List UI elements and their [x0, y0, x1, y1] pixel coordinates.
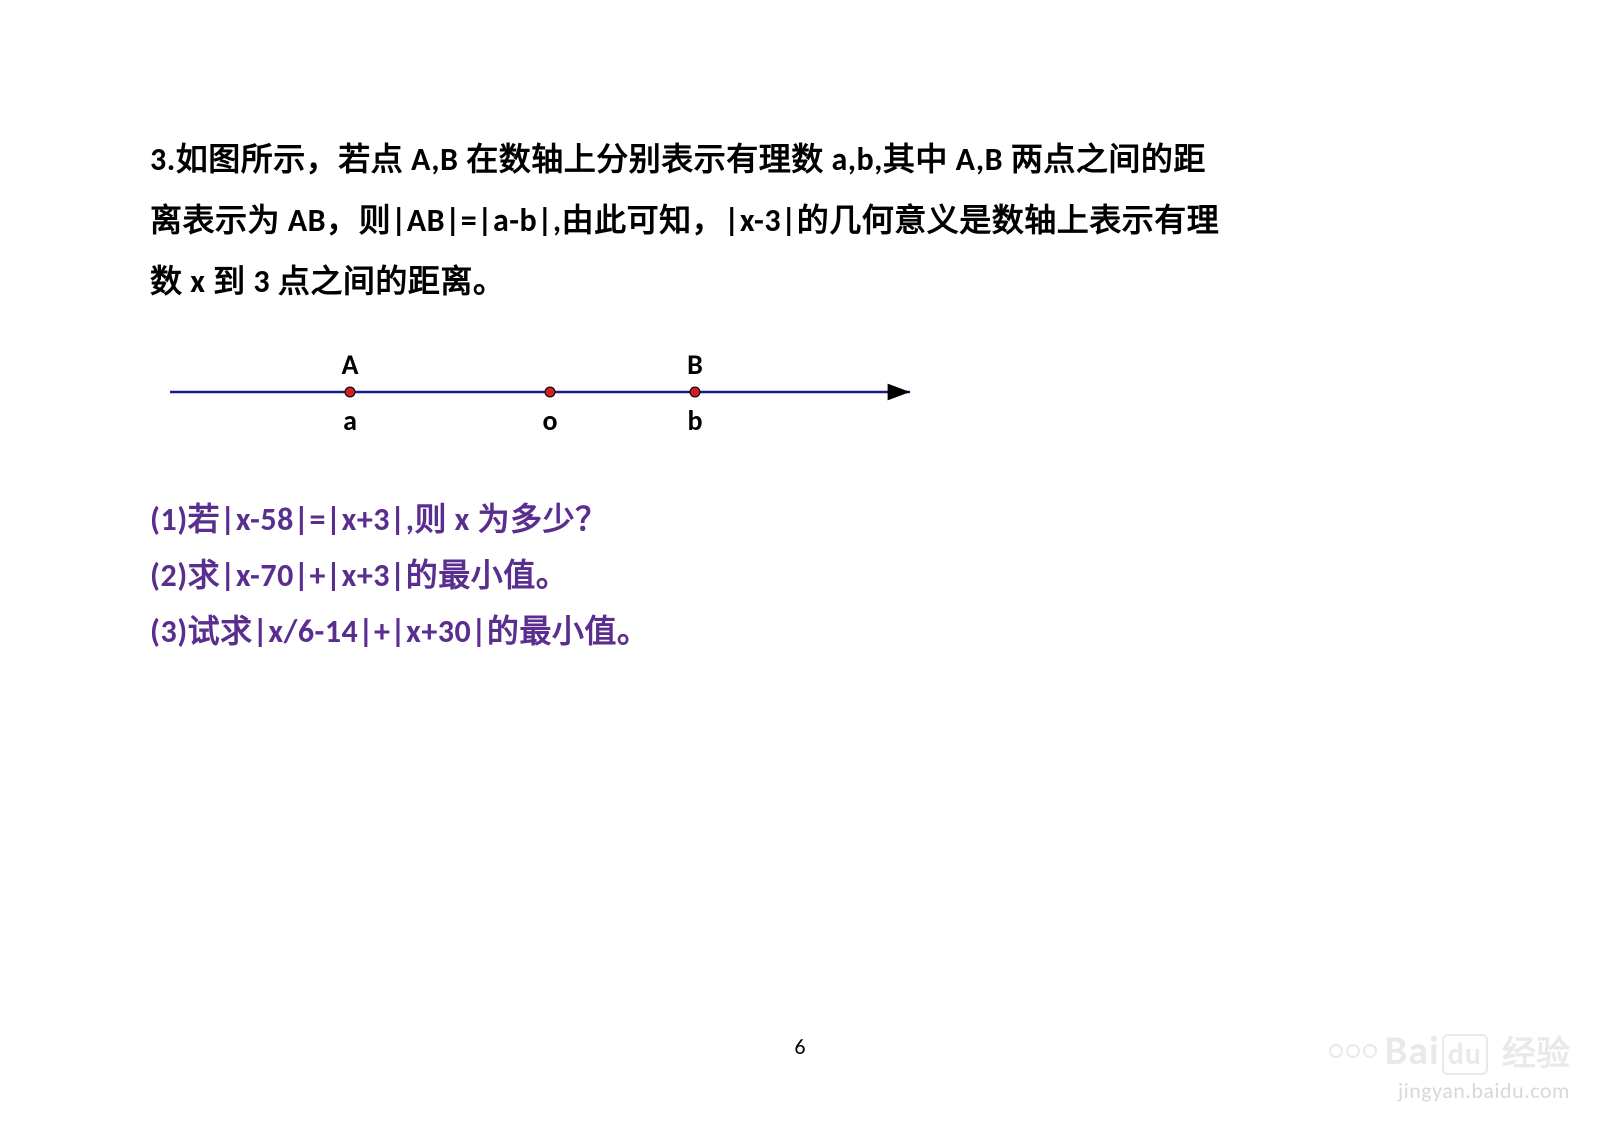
problem-line-3: 数 x 到 3 点之间的距离。 [150, 252, 1450, 313]
svg-text:b: b [687, 403, 702, 438]
problem-line-2: 离表示为 AB，则|AB|=|a-b|,由此可知，|x-3|的几何意义是数轴上表… [150, 191, 1450, 252]
sub-questions: (1)若|x-58|=|x+3|,则 x 为多少？ (2)求|x-70|+|x+… [150, 492, 1450, 660]
number-line-svg: Aa o Bb [150, 337, 1050, 457]
svg-text:a: a [343, 403, 357, 438]
svg-text:B: B [687, 347, 703, 382]
sub-question-1: (1)若|x-58|=|x+3|,则 x 为多少？ [150, 492, 1450, 548]
sub-question-3: (3)试求|x/6-14|+|x+30|的最小值。 [150, 604, 1450, 660]
watermark-brand: Baidu [1385, 1026, 1490, 1075]
watermark-logo: Baidu 经验 [1329, 1026, 1570, 1075]
problem-line-1: 3.如图所示，若点 A,B 在数轴上分别表示有理数 a,b,其中 A,B 两点之… [150, 130, 1450, 191]
svg-text:o: o [542, 403, 557, 438]
svg-text:A: A [342, 347, 359, 382]
problem-statement: 3.如图所示，若点 A,B 在数轴上分别表示有理数 a,b,其中 A,B 两点之… [150, 130, 1450, 312]
watermark-url: jingyan.baidu.com [1329, 1077, 1570, 1104]
number-line-diagram: Aa o Bb [150, 337, 1050, 457]
sub-question-2: (2)求|x-70|+|x+3|的最小值。 [150, 548, 1450, 604]
paw-icon [1329, 1044, 1377, 1058]
watermark: Baidu 经验 jingyan.baidu.com [1329, 1026, 1570, 1104]
watermark-jingyan: 经验 [1502, 1026, 1570, 1075]
